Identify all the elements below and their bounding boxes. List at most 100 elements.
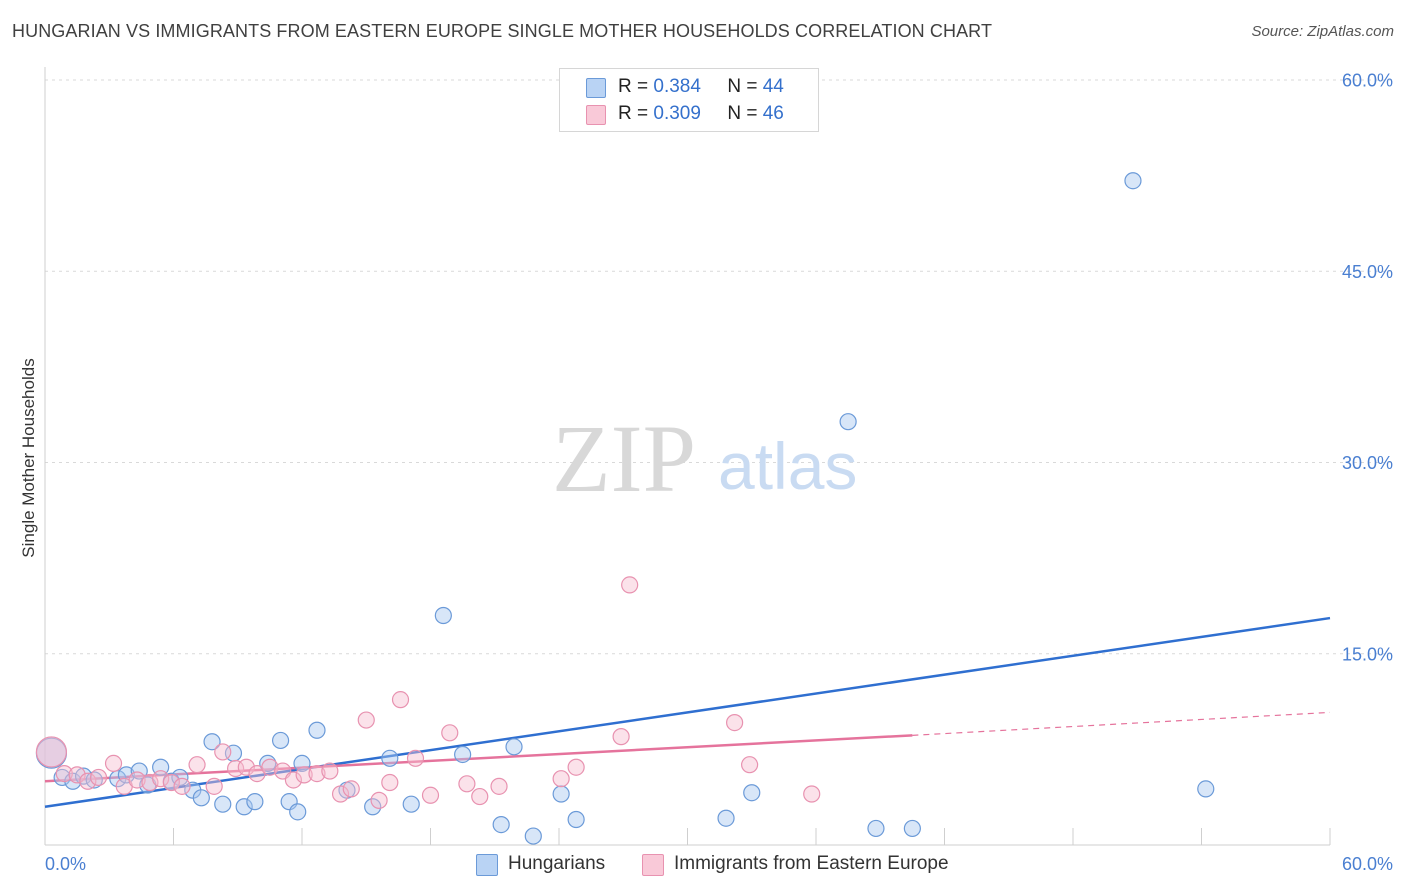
data-points: [35, 172, 1215, 845]
immigrant-point: [567, 758, 585, 776]
hungarian-point: [717, 809, 735, 827]
watermark-zip: ZIP: [552, 405, 696, 512]
immigrant-point: [726, 713, 744, 732]
r-label: R =: [618, 76, 649, 97]
y-axis-label: Single Mother Households: [19, 358, 38, 557]
blue-swatch: [586, 78, 606, 98]
hungarian-point: [235, 798, 253, 816]
trend-lines: [44, 616, 1331, 808]
hungarian-point: [434, 606, 452, 625]
y-tick-label: 15.0%: [1342, 644, 1393, 664]
immigrant-point: [173, 777, 191, 795]
immigrant-trend-line: [44, 734, 913, 783]
stats-text: R = 0.309 N = 46: [618, 103, 784, 125]
hungarian-trend-line: [44, 616, 1331, 808]
n-label: N =: [727, 103, 758, 124]
immigrant-point: [55, 764, 73, 783]
immigrant-point: [406, 749, 425, 767]
chart-title: HUNGARIAN VS IMMIGRANTS FROM EASTERN EUR…: [12, 21, 993, 41]
r-label: R =: [618, 103, 649, 124]
hungarian-point: [271, 731, 290, 750]
immigrant-point: [79, 772, 97, 790]
immigrant-point: [741, 756, 759, 774]
hungarian-point: [402, 795, 420, 813]
hungarian-point: [1124, 172, 1142, 190]
immigrant-point: [35, 736, 68, 768]
hungarian-point: [567, 810, 585, 829]
legend-label: Hungarians: [508, 853, 606, 874]
hungarian-point: [743, 784, 761, 802]
hungarian-point: [867, 819, 885, 838]
immigrant-point: [214, 743, 232, 761]
x-tick-label: 0.0%: [45, 854, 86, 874]
immigrant-point: [321, 762, 339, 780]
immigrant-point: [261, 758, 279, 776]
n-value: 44: [762, 76, 784, 97]
hungarian-point: [381, 749, 399, 767]
hungarian-point: [552, 785, 570, 803]
immigrant-point: [284, 771, 303, 789]
immigrant-point: [612, 728, 630, 746]
immigrant-point: [188, 756, 206, 774]
y-tick-label: 45.0%: [1342, 262, 1393, 282]
immigrant-point: [381, 773, 399, 792]
pink-swatch: [586, 105, 606, 125]
n-value: 46: [762, 103, 784, 124]
y-tick-label: 30.0%: [1342, 453, 1393, 473]
immigrant-point: [441, 724, 459, 742]
axes: [44, 67, 1331, 846]
watermark: ZIP atlas: [552, 405, 857, 512]
immigrant-point: [237, 758, 255, 776]
n-label: N =: [727, 76, 758, 97]
hungarian-point: [903, 819, 921, 838]
hungarian-point: [203, 733, 221, 751]
immigrant-point: [68, 766, 86, 784]
immigrant-point: [152, 770, 170, 788]
hungarian-point: [308, 721, 326, 739]
immigrant-point: [471, 787, 489, 806]
immigrant-point: [421, 786, 440, 804]
y-tick-labels: 15.0% 30.0% 45.0% 60.0%: [1342, 71, 1393, 665]
immigrant-point: [295, 766, 313, 784]
immigrant-point: [104, 754, 123, 773]
x-tick-label: 60.0%: [1342, 854, 1393, 874]
r-value: 0.384: [653, 76, 701, 97]
immigrant-point: [342, 780, 360, 798]
immigrant-point: [458, 775, 476, 793]
hungarian-point: [289, 803, 307, 821]
hungarian-point: [192, 789, 210, 807]
immigrant-point: [803, 785, 821, 803]
immigrant-point: [357, 711, 375, 729]
blue-swatch: [476, 854, 498, 876]
immigrant-point: [391, 691, 410, 709]
hungarian-point: [1197, 780, 1215, 798]
hungarian-point: [454, 745, 472, 764]
immigrant-point: [331, 785, 350, 803]
watermark-atlas: atlas: [718, 429, 857, 503]
immigrant-trend-extension: [912, 711, 1331, 736]
y-tick-label: 60.0%: [1342, 71, 1393, 91]
hungarian-point: [214, 795, 232, 813]
immigrant-point: [370, 791, 388, 809]
hungarian-point: [524, 827, 542, 845]
hungarian-point: [839, 413, 857, 431]
x-tick-labels: 0.0% 60.0%: [45, 854, 1393, 874]
hungarian-point: [505, 738, 523, 756]
immigrant-point: [308, 764, 326, 783]
immigrant-point: [490, 777, 508, 795]
pink-swatch: [642, 854, 664, 876]
immigrant-point: [621, 576, 639, 594]
immigrant-point: [128, 771, 146, 789]
correlation-stats-box: R = 0.384 N = 44 R = 0.309 N = 46: [559, 68, 819, 132]
immigrant-point: [162, 773, 180, 792]
grid-lines: [45, 79, 1392, 655]
hungarian-point: [364, 798, 382, 816]
r-value: 0.309: [653, 103, 701, 124]
legend-label: Immigrants from Eastern Europe: [674, 853, 949, 874]
source-label: Source: ZipAtlas.com: [1251, 23, 1394, 40]
immigrant-point: [89, 768, 108, 787]
immigrant-point: [205, 777, 223, 795]
stats-text: R = 0.384 N = 44: [618, 76, 784, 98]
hungarian-point: [246, 793, 264, 811]
